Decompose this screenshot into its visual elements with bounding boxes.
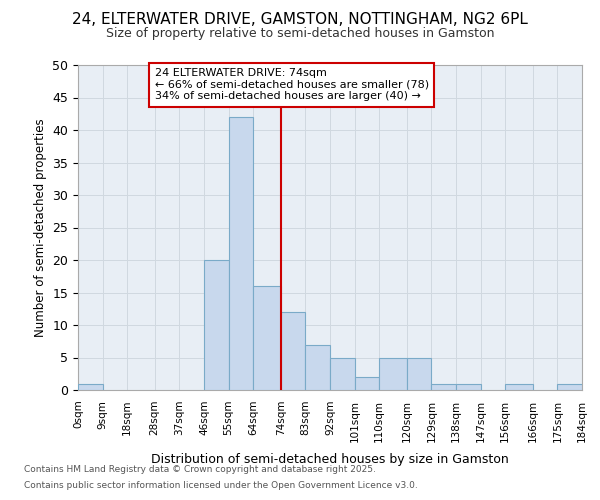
Bar	[253, 286, 281, 390]
Y-axis label: Number of semi-detached properties: Number of semi-detached properties	[34, 118, 47, 337]
Bar	[281, 312, 305, 390]
Text: Size of property relative to semi-detached houses in Gamston: Size of property relative to semi-detach…	[106, 28, 494, 40]
Bar	[456, 384, 481, 390]
Bar	[78, 384, 103, 390]
Bar	[431, 384, 456, 390]
Bar	[379, 358, 407, 390]
Text: 24, ELTERWATER DRIVE, GAMSTON, NOTTINGHAM, NG2 6PL: 24, ELTERWATER DRIVE, GAMSTON, NOTTINGHA…	[72, 12, 528, 28]
Text: Contains public sector information licensed under the Open Government Licence v3: Contains public sector information licen…	[24, 480, 418, 490]
Bar	[557, 384, 582, 390]
Bar	[355, 377, 379, 390]
Bar	[229, 117, 253, 390]
Bar	[330, 358, 355, 390]
Bar	[505, 384, 533, 390]
X-axis label: Distribution of semi-detached houses by size in Gamston: Distribution of semi-detached houses by …	[151, 453, 509, 466]
Bar	[204, 260, 229, 390]
Text: 24 ELTERWATER DRIVE: 74sqm
← 66% of semi-detached houses are smaller (78)
34% of: 24 ELTERWATER DRIVE: 74sqm ← 66% of semi…	[155, 68, 429, 102]
Bar	[407, 358, 431, 390]
Bar	[305, 344, 330, 390]
Text: Contains HM Land Registry data © Crown copyright and database right 2025.: Contains HM Land Registry data © Crown c…	[24, 466, 376, 474]
